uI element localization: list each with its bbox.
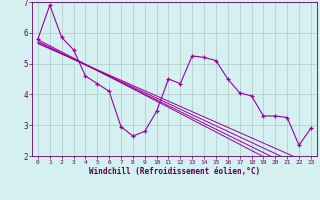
X-axis label: Windchill (Refroidissement éolien,°C): Windchill (Refroidissement éolien,°C) [89,167,260,176]
